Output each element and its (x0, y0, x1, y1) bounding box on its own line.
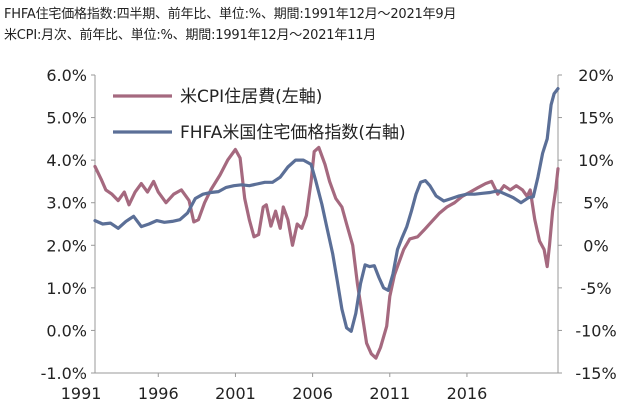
left-y-tick-label: 1.0% (46, 279, 87, 298)
x-tick-label: 2011 (369, 384, 410, 403)
series-lines (93, 87, 560, 360)
x-tick-label: 1996 (138, 384, 179, 403)
right-y-tick-label: -15% (575, 364, 616, 383)
chart-note-cpi: 米CPI:月次、前年比、単位:%、期間:1991年12月～2021年11月 (4, 28, 377, 43)
x-tick-labels: 1991 1996 2001 2006 2011 2016 (61, 373, 488, 403)
legend-label-fhfa-hpi: FHFA米国住宅価格指数(右軸) (180, 123, 406, 143)
left-y-tick-label: 6.0% (46, 66, 87, 85)
chart-axes (94, 75, 559, 374)
right-y-tick-label: 20% (578, 66, 614, 85)
fhfa-hpi-series-line (93, 87, 560, 333)
x-tick-label: 1991 (61, 384, 102, 403)
left-y-tick-label: -1.0% (41, 364, 87, 383)
cpi-shelter-series-line (93, 145, 560, 360)
right-y-tick-label: -10% (575, 321, 616, 340)
right-y-tick-label: 0% (583, 236, 608, 255)
right-y-tick-label: -5% (580, 279, 611, 298)
chart-note-fhfa: FHFA住宅価格指数:四半期、前年比、単位:%、期間:1991年12月～2021… (4, 7, 457, 22)
legend-label-cpi-shelter: 米CPI住居費(左軸) (180, 87, 322, 107)
left-y-tick-labels: -1.0% 0.0% 1.0% 2.0% 3.0% 4.0% 5.0% 6.0% (41, 66, 95, 383)
right-y-tick-label: 5% (583, 194, 608, 213)
chart-legend: 米CPI住居費(左軸) FHFA米国住宅価格指数(右軸) (113, 87, 406, 143)
x-tick-label: 2001 (215, 384, 256, 403)
left-y-tick-label: 3.0% (46, 194, 87, 213)
right-y-tick-labels: -15% -10% -5% 0% 5% 10% 15% 20% (558, 66, 617, 383)
left-y-tick-label: 4.0% (46, 151, 87, 170)
right-y-tick-label: 15% (578, 109, 614, 128)
x-tick-label: 2016 (447, 384, 488, 403)
x-tick-label: 2006 (292, 384, 333, 403)
left-y-tick-label: 0.0% (46, 321, 87, 340)
right-y-tick-label: 10% (578, 151, 614, 170)
left-y-tick-label: 2.0% (46, 236, 87, 255)
left-y-tick-label: 5.0% (46, 109, 87, 128)
